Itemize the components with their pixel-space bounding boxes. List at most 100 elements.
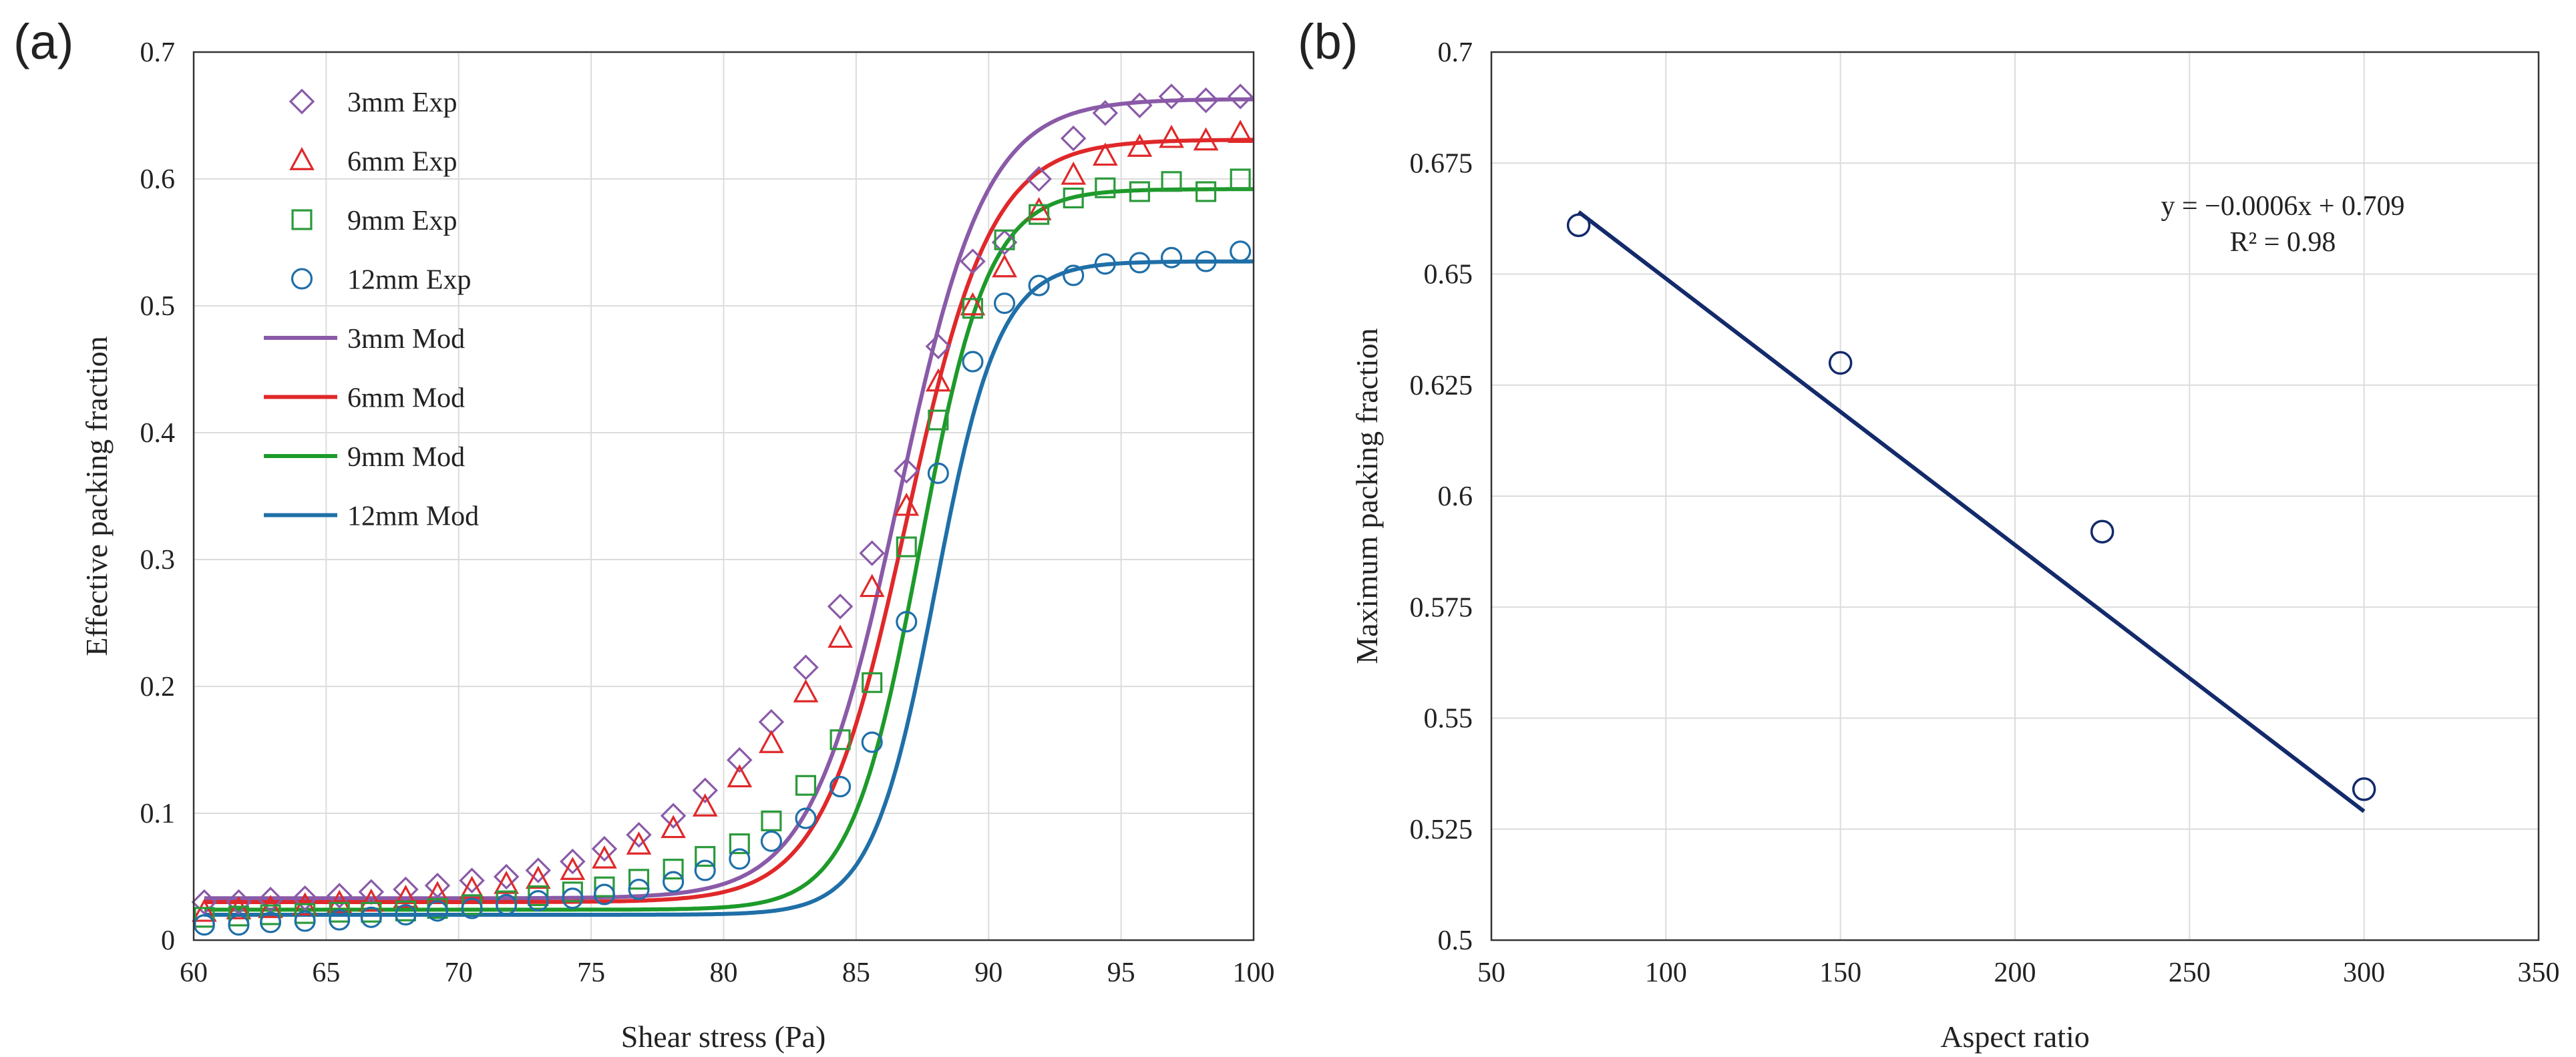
data-point-12mm-exp [628,878,650,901]
data-point-3mm-exp [893,457,920,484]
data-point-9mm-exp [329,901,350,923]
legend-marker-9mm-exp [291,209,313,230]
legend-label: 3mm Mod [347,324,465,355]
data-point-6mm-exp [1159,124,1184,148]
data-point-6mm-exp [192,898,217,922]
data-point-12mm-exp [527,890,549,912]
data-point-12mm-exp [395,903,417,926]
data-point-9mm-exp [1129,181,1150,202]
data-point-3mm-exp [292,885,318,911]
data-point-3mm-exp [1092,99,1119,126]
data-point-6mm-exp [494,871,520,894]
data-point-6mm-exp [626,831,652,855]
panel-b-x-tick-labels: 50 100 150 200 250 300 350 [1477,958,2560,988]
data-point-6mm-exp [1061,161,1087,185]
panel-a-x-tick-label: 80 [710,958,738,988]
data-point-3mm-exp [226,889,252,915]
data-point-12mm-exp [360,906,382,928]
data-point-9mm-exp [1063,187,1084,209]
data-point-3mm-exp [1127,92,1153,119]
panel-a-y-tick-label: 0.3 [140,545,176,576]
panel-b-gridlines [1491,52,2539,940]
data-point-3mm-exp [692,777,718,804]
data-point-6mm-exp [393,884,419,908]
data-point-3mm-exp [191,889,218,915]
data-point-12mm-exp [329,909,351,931]
data-point-9mm-exp [761,810,782,831]
data-point-6mm-exp [1193,127,1219,151]
data-point-6mm-exp [692,793,718,817]
trendline-equation: y = −0.0006x + 0.709 [2161,191,2404,222]
panel-b-y-tick-label: 0.625 [1410,371,1473,401]
data-point-6mm-exp [859,574,885,598]
model-curve-9mm-mod [204,187,1254,912]
panel-b-data-points [1566,213,2376,801]
data-point-12mm-exp [461,897,483,919]
data-point-12mm-exp [1028,274,1050,296]
panel-a-y-tick-label: 0 [161,925,175,956]
data-point-12mm-exp [1129,252,1151,274]
panel-a-x-tick-label: 95 [1107,958,1135,988]
aspect-ratio-data-point [1566,213,1591,238]
legend-label: 12mm Mod [347,501,479,532]
data-point-6mm-exp [827,624,853,648]
data-point-3mm-exp [326,883,353,909]
panel-a-x-tick-label: 70 [445,958,473,988]
panel-a-x-tick-labels: 60 65 70 75 80 85 90 95 100 [180,958,1275,988]
panel-a-legend: 3mm Exp 6mm Exp 9mm Exp 12mm Exp 3mm Mod 6mm … [264,87,479,532]
panel-b-y-tick-label: 0.575 [1410,592,1473,623]
data-point-3mm-exp [1227,83,1254,110]
panel-a-plot-frame [192,51,1255,941]
data-point-12mm-exp [426,900,449,922]
legend-label: 6mm Exp [347,147,457,178]
data-point-6mm-exp [358,888,384,912]
panel-a-x-tick-label: 100 [1233,958,1275,988]
data-point-3mm-exp [1060,125,1087,152]
data-point-12mm-exp [927,462,949,484]
data-point-3mm-exp [560,848,586,875]
data-point-12mm-exp [663,871,685,893]
panel-b-x-tick-label: 350 [2518,958,2560,988]
legend-label: 6mm Mod [347,383,465,414]
data-point-12mm-exp [496,893,518,915]
panel-b-x-tick-label: 250 [2169,958,2211,988]
panel-b-x-tick-label: 200 [1994,958,2036,988]
data-point-9mm-exp [1095,177,1116,198]
data-point-6mm-exp [258,895,283,918]
data-point-6mm-exp [661,815,686,839]
data-point-12mm-exp [994,292,1016,314]
data-point-12mm-exp [294,910,316,932]
data-point-9mm-exp [928,409,949,431]
data-point-12mm-exp [193,914,215,936]
panel-a-y-tick-label: 0.7 [140,37,176,68]
data-point-3mm-exp [1193,87,1219,114]
data-point-12mm-exp [1094,253,1116,275]
data-point-9mm-exp [896,536,917,558]
data-point-12mm-exp [1063,264,1085,286]
panel-b-y-tick-label: 0.675 [1410,148,1473,179]
data-point-12mm-exp [562,887,584,909]
data-point-6mm-exp [1228,120,1254,143]
legend-label: 12mm Exp [347,265,472,296]
data-point-9mm-exp [663,859,684,880]
data-point-12mm-exp [1160,246,1183,268]
data-point-9mm-exp [962,298,983,319]
data-point-3mm-exp [960,248,986,274]
panel-b-y-tick-label: 0.7 [1438,37,1473,68]
aspect-ratio-data-point [2352,777,2376,801]
data-point-6mm-exp [226,896,252,919]
panel-b-plot-frame [1490,51,2540,941]
data-point-3mm-exp [727,747,753,773]
data-point-3mm-exp [991,229,1018,256]
panel-a-y-tick-labels: 0 0.1 0.2 0.3 0.4 0.5 0.6 0.7 [140,37,176,956]
data-point-12mm-exp [760,830,782,852]
data-point-12mm-exp [729,848,751,870]
data-point-3mm-exp [257,886,284,913]
data-point-9mm-exp [260,904,281,925]
data-point-3mm-exp [626,822,652,848]
data-point-3mm-exp [1026,166,1052,192]
legend-label: 9mm Exp [347,206,457,236]
data-point-3mm-exp [424,873,451,899]
data-point-6mm-exp [592,845,617,869]
aspect-ratio-data-point [2090,519,2114,544]
